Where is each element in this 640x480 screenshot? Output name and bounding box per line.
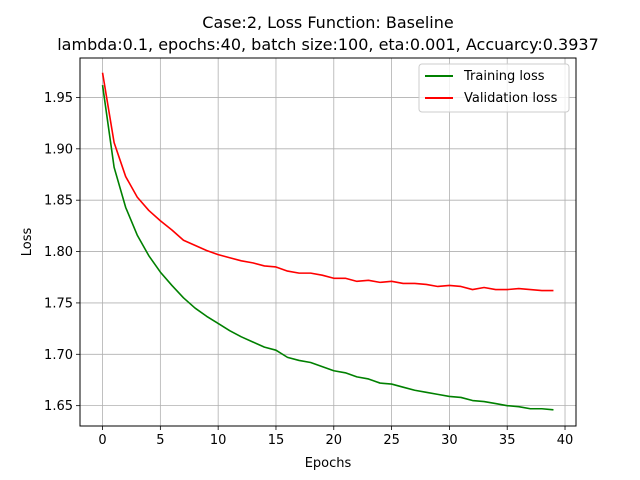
y-tick-label: 1.65 <box>44 399 73 414</box>
x-tick-label: 20 <box>326 433 343 448</box>
legend: Training loss Validation loss <box>418 63 570 113</box>
y-tick-label: 1.70 <box>44 348 73 363</box>
grid-lines <box>80 58 576 426</box>
training-loss-line <box>101 85 554 411</box>
legend-label-training: Training loss <box>463 69 545 84</box>
x-tick-label: 35 <box>499 433 516 448</box>
y-tick-label: 1.75 <box>44 296 73 311</box>
x-tick-label: 5 <box>156 433 164 448</box>
x-tick-label: 10 <box>210 433 227 448</box>
legend-label-validation: Validation loss <box>464 91 558 106</box>
chart-title: Case:2, Loss Function: Baseline <box>202 13 453 32</box>
y-tick-label: 1.95 <box>44 91 73 106</box>
y-axis-ticks: 1.65 1.70 1.75 1.80 1.85 1.90 1.95 <box>44 91 80 414</box>
y-tick-label: 1.85 <box>44 194 73 209</box>
y-axis-label: Loss <box>20 228 35 257</box>
x-axis-ticks: 0 5 10 15 20 25 30 35 40 <box>98 426 573 448</box>
plot-frame <box>79 57 577 427</box>
y-tick-label: 1.80 <box>44 245 73 260</box>
x-axis-label: Epochs <box>305 456 352 471</box>
legend-box <box>418 63 570 113</box>
chart-subtitle: lambda:0.1, epochs:40, batch size:100, e… <box>57 35 599 54</box>
x-tick-label: 40 <box>557 433 574 448</box>
x-tick-label: 25 <box>383 433 400 448</box>
validation-loss-line <box>101 72 554 292</box>
x-tick-label: 0 <box>98 433 106 448</box>
x-tick-label: 30 <box>441 433 458 448</box>
y-tick-label: 1.90 <box>44 142 73 157</box>
x-tick-label: 15 <box>268 433 285 448</box>
series-layer <box>101 72 554 411</box>
